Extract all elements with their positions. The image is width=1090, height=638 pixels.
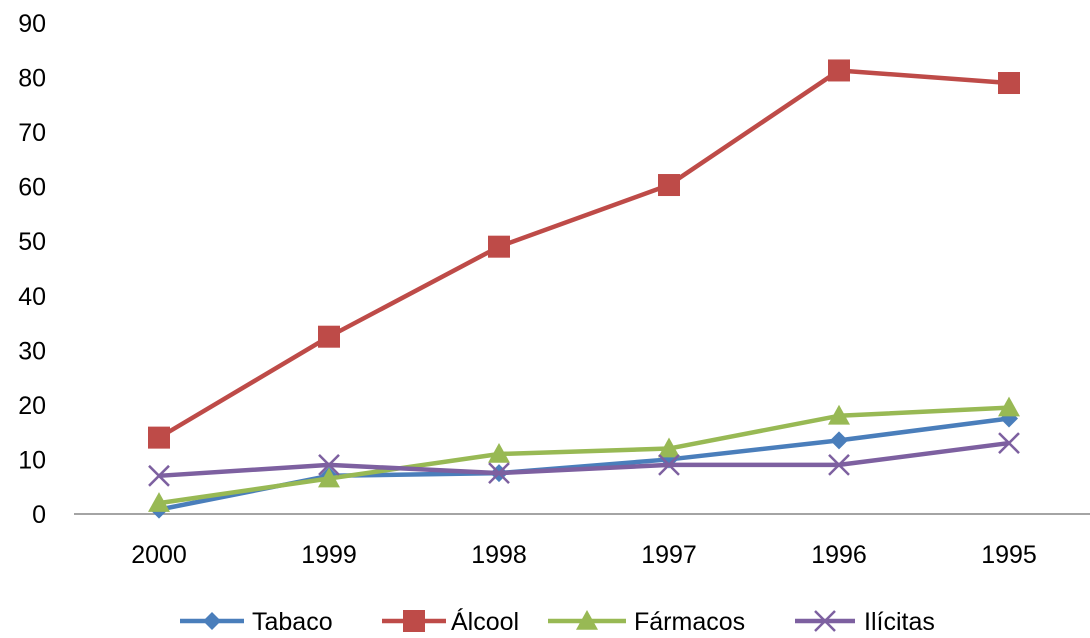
y-tick-label: 0 xyxy=(32,501,46,529)
marker-stroke xyxy=(148,464,170,487)
series-line xyxy=(158,440,1010,479)
legend-marker xyxy=(576,610,598,630)
legend-marker xyxy=(403,610,425,632)
x-tick-label: 1996 xyxy=(811,541,867,569)
marker-stroke xyxy=(998,432,1020,454)
y-tick-label: 60 xyxy=(18,174,46,202)
marker-stroke xyxy=(318,454,340,476)
data-point xyxy=(488,235,510,258)
x-axis: 2000 1999 1998 1997 1996 1995 xyxy=(74,513,1090,569)
data-point xyxy=(488,442,510,463)
y-tick-label: 80 xyxy=(18,65,46,93)
series-line xyxy=(158,416,1010,512)
legend-label: Álcool xyxy=(451,607,519,633)
legend-item: Ilícitas xyxy=(795,608,935,636)
data-point xyxy=(318,454,340,476)
marker-stroke xyxy=(488,462,510,484)
data-point xyxy=(658,454,680,476)
x-tick-label: 1999 xyxy=(301,541,357,569)
marker-stroke xyxy=(658,454,680,476)
x-tick-label: 1995 xyxy=(981,541,1037,569)
data-point xyxy=(998,72,1020,95)
legend-label: Ilícitas xyxy=(864,608,935,633)
x-tick-label: 1998 xyxy=(471,541,527,569)
data-point xyxy=(828,59,850,82)
legend-marker xyxy=(203,612,221,630)
data-point xyxy=(658,174,680,197)
data-point xyxy=(488,462,510,484)
y-tick-label: 40 xyxy=(18,283,46,311)
series-line xyxy=(158,405,1010,506)
legend-item: Fármacos xyxy=(548,608,745,636)
data-point xyxy=(828,454,850,476)
y-tick-label: 50 xyxy=(18,228,46,256)
series-group xyxy=(148,59,1020,519)
series-tabaco xyxy=(150,409,1018,519)
y-axis: 0 10 20 30 40 50 60 70 80 90 xyxy=(18,10,46,529)
data-point xyxy=(148,464,170,487)
series-line xyxy=(157,68,1010,440)
data-point xyxy=(318,325,340,348)
data-point xyxy=(828,404,850,425)
legend-item: Álcool xyxy=(382,607,519,636)
data-point xyxy=(998,432,1020,454)
legend: Tabaco Álcool Fármacos Ilícitas xyxy=(180,607,935,636)
y-tick-label: 10 xyxy=(18,446,46,474)
data-point xyxy=(148,426,170,449)
legend-marker xyxy=(814,610,836,632)
x-tick-label: 2000 xyxy=(131,541,187,569)
marker-stroke xyxy=(828,454,850,476)
data-point xyxy=(658,437,680,458)
legend-label: Tabaco xyxy=(252,608,333,633)
y-tick-label: 30 xyxy=(18,337,46,365)
series-fármacos xyxy=(148,396,1020,512)
y-tick-label: 70 xyxy=(18,119,46,147)
data-point xyxy=(318,467,340,488)
y-tick-label: 20 xyxy=(18,392,46,420)
series-ilícitas xyxy=(148,432,1020,487)
data-point xyxy=(830,431,848,450)
series-álcool xyxy=(148,59,1020,449)
data-point xyxy=(998,396,1020,417)
y-tick-label: 90 xyxy=(18,10,46,38)
legend-item: Tabaco xyxy=(180,608,333,636)
data-point xyxy=(148,492,170,512)
legend-label: Fármacos xyxy=(634,608,745,633)
marker-stroke xyxy=(814,610,836,632)
x-tick-label: 1997 xyxy=(641,541,697,569)
